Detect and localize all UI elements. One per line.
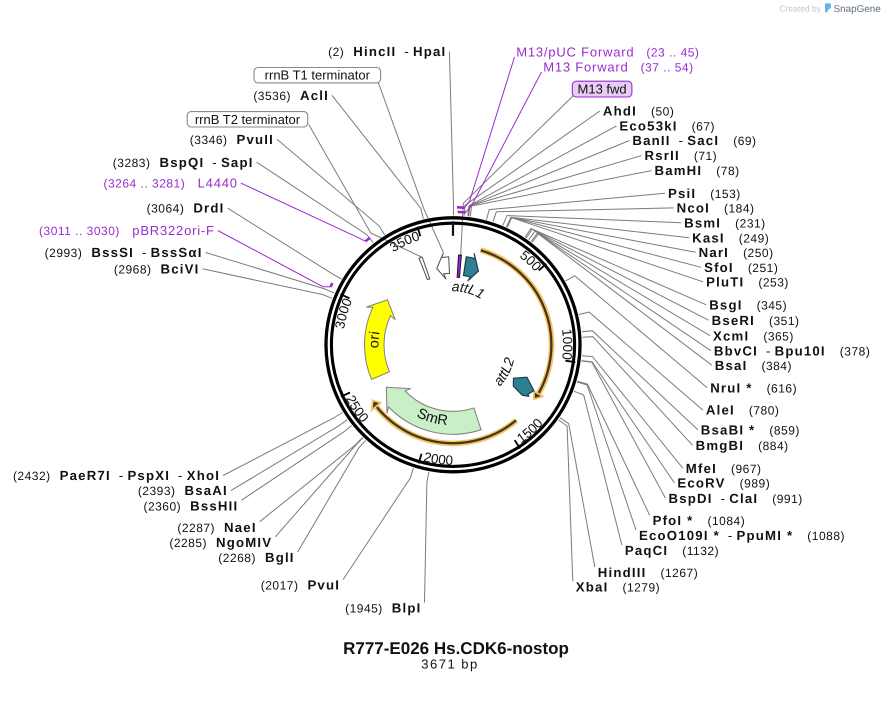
svg-text:RsrII(71): RsrII (71) — [645, 148, 718, 163]
svg-text:(2)HincII - HpaI: (2) HincII - HpaI — [328, 44, 446, 59]
svg-text:NruI *(616): NruI * (616) — [710, 380, 797, 395]
svg-text:PfoI *(1084): PfoI * (1084) — [653, 513, 746, 528]
svg-text:(1945)BlpI: (1945) BlpI — [345, 601, 421, 616]
svg-text:(2017)PvuI: (2017) PvuI — [261, 578, 340, 593]
svg-text:M13/pUC Forward(23 .. 45): M13/pUC Forward (23 .. 45) — [516, 44, 699, 59]
svg-text:Created by: Created by — [779, 4, 821, 14]
svg-text:EcoO109I * - PpuMI *(1088): EcoO109I * - PpuMI * (1088) — [639, 528, 845, 543]
svg-text:BsmI(231): BsmI (231) — [684, 215, 766, 230]
svg-text:XbaI(1279): XbaI (1279) — [576, 579, 660, 594]
svg-text:ori: ori — [366, 330, 383, 348]
svg-text:(2285)NgoMIV: (2285) NgoMIV — [169, 535, 272, 550]
svg-text:(3011 .. 3030) pBR322ori-F: (3011 .. 3030) pBR322ori-F — [39, 223, 215, 238]
svg-text:SfoI(251): SfoI (251) — [704, 260, 778, 275]
svg-text:Eco53kI(67): Eco53kI (67) — [619, 119, 715, 134]
svg-text:BseRI(351): BseRI (351) — [712, 313, 800, 328]
svg-text:BbvCI - Bpu10I(378): BbvCI - Bpu10I (378) — [714, 343, 870, 358]
svg-text:(2287)NaeI: (2287) NaeI — [177, 520, 256, 535]
svg-text:3671 bp: 3671 bp — [421, 657, 479, 672]
svg-text:BsaI(384): BsaI (384) — [715, 358, 792, 373]
svg-text:2000: 2000 — [422, 449, 453, 468]
svg-text:(2993)BssSI - BssSαI: (2993) BssSI - BssSαI — [45, 245, 203, 260]
svg-text:M13 Forward(37 .. 54): M13 Forward (37 .. 54) — [543, 60, 693, 75]
svg-text:AleI(780): AleI (780) — [706, 403, 780, 418]
svg-text:PluTI(253): PluTI (253) — [706, 274, 789, 289]
svg-text:R777-E026 Hs.CDK6-nostop: R777-E026 Hs.CDK6-nostop — [343, 639, 569, 658]
svg-text:(2360)BssHII: (2360) BssHII — [143, 498, 238, 513]
svg-text:BsgI(345): BsgI (345) — [709, 297, 787, 312]
svg-text:(2268)BglI: (2268) BglI — [218, 550, 294, 565]
svg-text:BspDI - ClaI(991): BspDI - ClaI (991) — [669, 491, 803, 506]
svg-text:(2432)PaeR7I - PspXI - XhoI: (2432) PaeR7I - PspXI - XhoI — [13, 468, 220, 483]
svg-text:HindIII(1267): HindIII (1267) — [598, 565, 698, 580]
svg-text:PsiI(153): PsiI (153) — [668, 186, 741, 201]
svg-text:(2968)BciVI: (2968) BciVI — [114, 261, 200, 276]
svg-text:(2393)BsaAI: (2393) BsaAI — [138, 483, 228, 498]
svg-text:M13 fwd: M13 fwd — [578, 82, 627, 97]
svg-text:AhdI(50): AhdI (50) — [603, 104, 674, 119]
svg-text:(3346)PvuII: (3346) PvuII — [190, 132, 274, 147]
svg-text:BmgBI(884): BmgBI (884) — [696, 438, 789, 453]
svg-text:PaqCI(1132): PaqCI (1132) — [625, 543, 719, 558]
svg-text:KasI(249): KasI (249) — [692, 230, 769, 245]
svg-text:(3536)AclI: (3536) AclI — [253, 88, 329, 103]
svg-text:EcoRV(989): EcoRV (989) — [677, 476, 770, 491]
svg-text:SnapGene: SnapGene — [834, 4, 882, 15]
svg-text:rrnB T1 terminator: rrnB T1 terminator — [265, 68, 371, 83]
svg-text:(3264 .. 3281) L4440: (3264 .. 3281) L4440 — [104, 176, 238, 191]
svg-text:BanII - SacI(69): BanII - SacI (69) — [632, 133, 756, 148]
svg-text:BsaBI *(859): BsaBI * (859) — [701, 422, 800, 437]
svg-text:MfeI(967): MfeI (967) — [686, 461, 762, 476]
svg-text:(3064)DrdI: (3064) DrdI — [147, 201, 225, 216]
svg-text:NcoI(184): NcoI (184) — [677, 201, 755, 216]
svg-text:(3283)BspQI - SapI: (3283) BspQI - SapI — [113, 155, 254, 170]
svg-text:rrnB T2 terminator: rrnB T2 terminator — [195, 112, 301, 127]
svg-text:BamHI(78): BamHI (78) — [655, 163, 740, 178]
svg-text:NarI(250): NarI (250) — [699, 245, 774, 260]
svg-text:XcmI(365): XcmI (365) — [713, 328, 794, 343]
